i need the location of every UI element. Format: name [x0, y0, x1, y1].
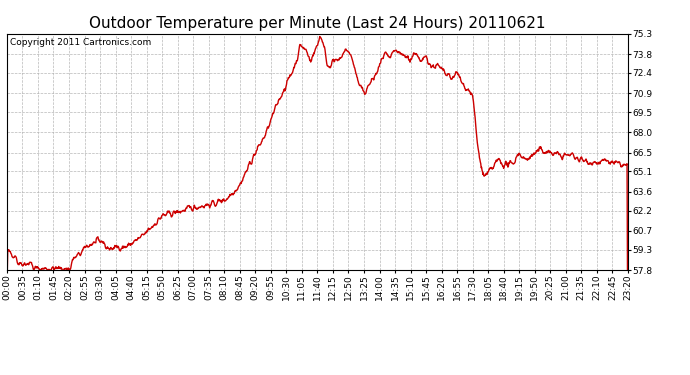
Title: Outdoor Temperature per Minute (Last 24 Hours) 20110621: Outdoor Temperature per Minute (Last 24 … [89, 16, 546, 31]
Text: Copyright 2011 Cartronics.com: Copyright 2011 Cartronics.com [10, 39, 151, 48]
